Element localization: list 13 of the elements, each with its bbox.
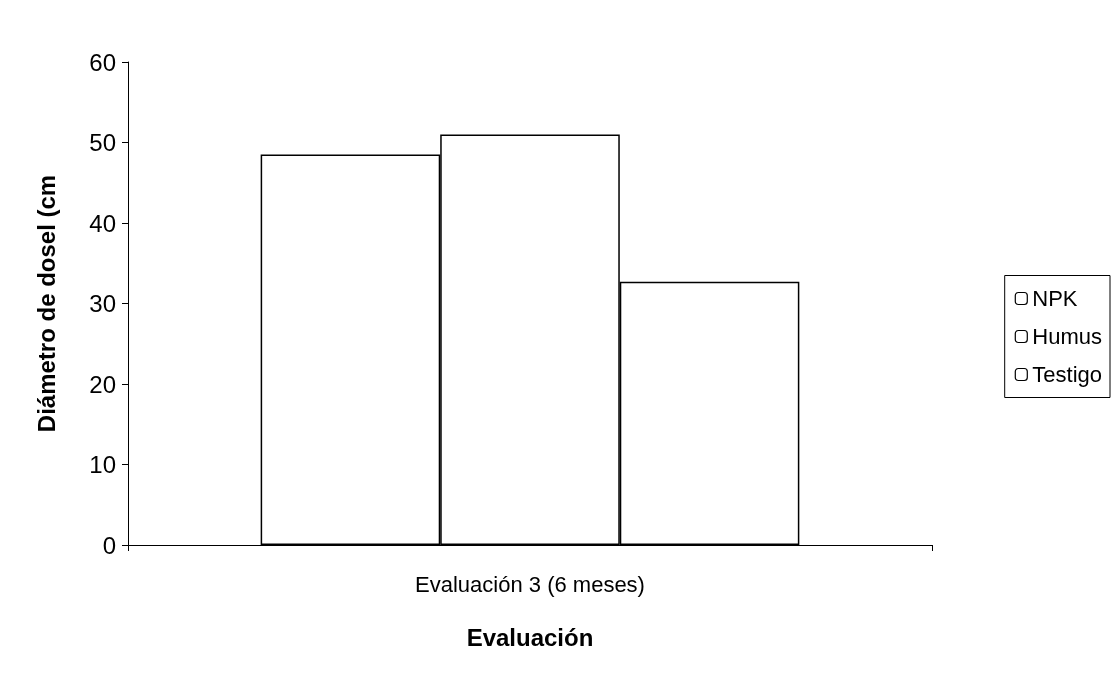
- y-axis-title: Diámetro de dosel (cm: [32, 174, 60, 433]
- y-tick-label: 0: [102, 531, 116, 559]
- y-tick-label: 40: [89, 209, 116, 237]
- y-tick-label: 50: [89, 129, 116, 156]
- y-tick-label: 10: [89, 451, 116, 478]
- legend-label: Testigo: [1032, 362, 1103, 387]
- y-tick-label: 30: [89, 290, 116, 317]
- y-tick-label: 60: [89, 48, 116, 76]
- y-tick-label: 20: [89, 370, 116, 398]
- legend-label: Humus: [1032, 324, 1102, 349]
- x-axis-title: Evaluación: [466, 623, 594, 651]
- legend-label: NPK: [1032, 286, 1078, 311]
- x-tick-label: Evaluación 3 (6 meses): [415, 571, 645, 597]
